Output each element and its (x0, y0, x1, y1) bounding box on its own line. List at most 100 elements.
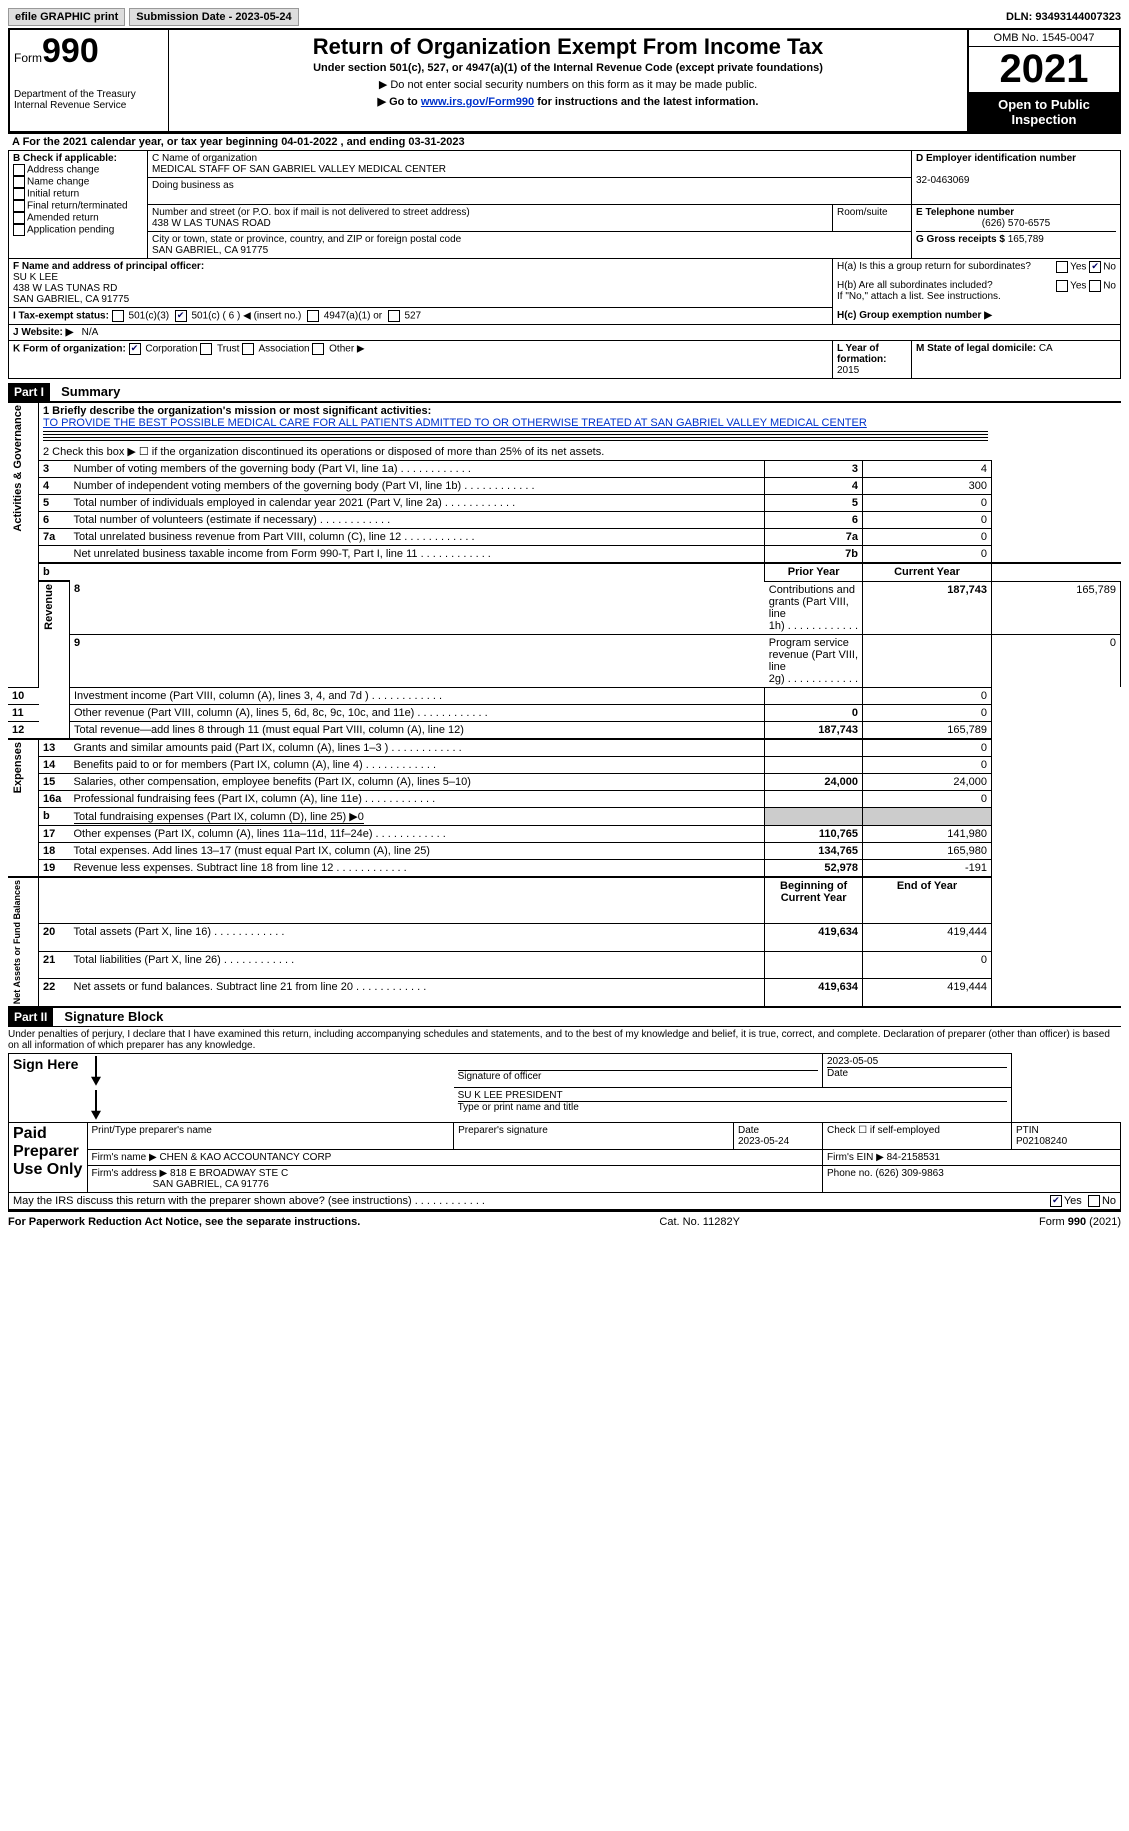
k-label: K Form of organization: (13, 344, 126, 355)
k-corp[interactable]: Corporation (145, 344, 197, 355)
cb-initial-return[interactable]: Initial return (27, 189, 79, 200)
row-a-tax-year: A For the 2021 calendar year, or tax yea… (8, 133, 1121, 150)
cb-name-change[interactable]: Name change (27, 177, 89, 188)
table-row: 9Program service revenue (Part VIII, lin… (8, 634, 1121, 687)
sign-here-label: Sign Here (9, 1053, 88, 1122)
k-other[interactable]: Other ▶ (329, 344, 364, 355)
table-row: 12Total revenue—add lines 8 through 11 (… (8, 721, 1121, 739)
ha-yes[interactable]: Yes (1070, 262, 1086, 273)
prep-sig-label: Preparer's signature (454, 1122, 734, 1149)
discuss-yes[interactable]: Yes (1064, 1195, 1082, 1207)
i-501c[interactable]: 501(c) ( 6 ) ◀ (insert no.) (191, 311, 301, 322)
firm-name-label: Firm's name ▶ (92, 1152, 157, 1163)
ein: 32-0463069 (916, 175, 969, 186)
table-row: 4Number of independent voting members of… (8, 478, 1121, 495)
table-row: 19Revenue less expenses. Subtract line 1… (8, 859, 1121, 877)
hb-note: If "No," attach a list. See instructions… (837, 291, 1001, 302)
c-label: C Name of organization (152, 153, 257, 164)
ptin: P02108240 (1016, 1136, 1067, 1147)
firm-ein: 84-2158531 (887, 1152, 940, 1163)
group-net-label: Net Assets or Fund Balances (12, 880, 22, 1004)
signature-table: Sign Here Signature of officer 2023-05-0… (8, 1053, 1121, 1193)
form-990-label: Form990 (14, 32, 164, 71)
hb-no[interactable]: No (1103, 280, 1116, 291)
omb-number: OMB No. 1545-0047 (969, 30, 1119, 47)
m-label: M State of legal domicile: (916, 343, 1036, 354)
g-label: G Gross receipts $ (916, 234, 1005, 245)
submission-date: Submission Date - 2023-05-24 (129, 8, 298, 26)
hb-label: H(b) Are all subordinates included? (837, 280, 993, 291)
table-row: Net unrelated business taxable income fr… (8, 546, 1121, 564)
table-row: 6Total number of volunteers (estimate if… (8, 512, 1121, 529)
tax-year: 2021 (969, 47, 1119, 93)
top-bar: efile GRAPHIC print Submission Date - 20… (8, 8, 1121, 26)
declaration: Under penalties of perjury, I declare th… (8, 1026, 1121, 1053)
prep-name-label: Print/Type preparer's name (87, 1122, 454, 1149)
i-501c3[interactable]: 501(c)(3) (129, 311, 170, 322)
part2-header: Part II (8, 1008, 53, 1026)
officer-addr1: 438 W LAS TUNAS RD (13, 283, 117, 294)
efile-print-button[interactable]: efile GRAPHIC print (8, 8, 125, 26)
officer-addr2: SAN GABRIEL, CA 91775 (13, 294, 129, 305)
prep-date-label: Date (738, 1125, 759, 1136)
firm-phone: (626) 309-9863 (875, 1168, 943, 1179)
table-row: 10Investment income (Part VIII, column (… (8, 687, 1121, 704)
ha-label: H(a) Is this a group return for subordin… (837, 261, 1031, 272)
check-self[interactable]: Check ☐ if self-employed (823, 1122, 1012, 1149)
table-row: 18Total expenses. Add lines 13–17 (must … (8, 842, 1121, 859)
dln: DLN: 93493144007323 (1006, 11, 1121, 23)
org-name: MEDICAL STAFF OF SAN GABRIEL VALLEY MEDI… (152, 164, 446, 175)
prior-year-header: Prior Year (765, 563, 863, 581)
footer-mid: Cat. No. 11282Y (659, 1216, 740, 1228)
date-label: Date (827, 1068, 848, 1079)
city: SAN GABRIEL, CA 91775 (152, 245, 268, 256)
form-subtitle-2: ▶ Do not enter social security numbers o… (173, 78, 963, 91)
cb-app-pending[interactable]: Application pending (27, 225, 114, 236)
hc-label: H(c) Group exemption number ▶ (837, 310, 992, 321)
i-4947[interactable]: 4947(a)(1) or (324, 311, 382, 322)
i-label: I Tax-exempt status: (13, 311, 109, 322)
officer-name: SU K LEE (13, 272, 58, 283)
footer-left: For Paperwork Reduction Act Notice, see … (8, 1216, 360, 1228)
line1-label: 1 Briefly describe the organization's mi… (43, 405, 431, 417)
part1-title: Summary (53, 384, 120, 399)
k-assoc[interactable]: Association (258, 344, 309, 355)
form-title: Return of Organization Exempt From Incom… (173, 34, 963, 60)
firm-phone-label: Phone no. (827, 1168, 873, 1179)
ha-no[interactable]: No (1103, 262, 1116, 273)
m-val: CA (1039, 343, 1053, 354)
discuss-no[interactable]: No (1102, 1195, 1116, 1207)
firm-name: CHEN & KAO ACCOUNTANCY CORP (159, 1152, 331, 1163)
table-row: 15Salaries, other compensation, employee… (8, 773, 1121, 790)
hb-yes[interactable]: Yes (1070, 280, 1086, 291)
cb-final-return[interactable]: Final return/terminated (27, 201, 128, 212)
paid-preparer-label: Paid Preparer Use Only (9, 1122, 88, 1192)
f-label: F Name and address of principal officer: (13, 261, 204, 272)
table-row: 20Total assets (Part X, line 16)419,6344… (8, 924, 1121, 951)
street-label: Number and street (or P.O. box if mail i… (152, 207, 470, 218)
cb-amended[interactable]: Amended return (27, 213, 99, 224)
firm-addr2: SAN GABRIEL, CA 91776 (153, 1179, 269, 1190)
table-row: 22Net assets or fund balances. Subtract … (8, 979, 1121, 1007)
table-row: 14Benefits paid to or for members (Part … (8, 756, 1121, 773)
irs-link[interactable]: www.irs.gov/Form990 (421, 96, 534, 108)
i-527[interactable]: 527 (404, 311, 421, 322)
dba-label: Doing business as (152, 180, 234, 191)
ptin-label: PTIN (1016, 1125, 1039, 1136)
gross-receipts: 165,789 (1008, 234, 1044, 245)
b-label: B Check if applicable: (13, 153, 117, 164)
footer-right: Form 990 (2021) (1039, 1216, 1121, 1228)
street: 438 W LAS TUNAS ROAD (152, 218, 271, 229)
l-label: L Year of formation: (837, 343, 886, 365)
l-val: 2015 (837, 365, 859, 376)
group-ag-label: Activities & Governance (12, 405, 24, 532)
cb-address-change[interactable]: Address change (27, 165, 99, 176)
group-revenue-label: Revenue (43, 584, 55, 630)
arrow-icon (91, 1056, 101, 1086)
website: N/A (82, 327, 99, 338)
k-trust[interactable]: Trust (217, 344, 239, 355)
d-label: D Employer identification number (916, 153, 1076, 164)
part1-header: Part I (8, 383, 50, 401)
arrow-icon (91, 1090, 101, 1120)
table-row: 11Other revenue (Part VIII, column (A), … (8, 704, 1121, 721)
